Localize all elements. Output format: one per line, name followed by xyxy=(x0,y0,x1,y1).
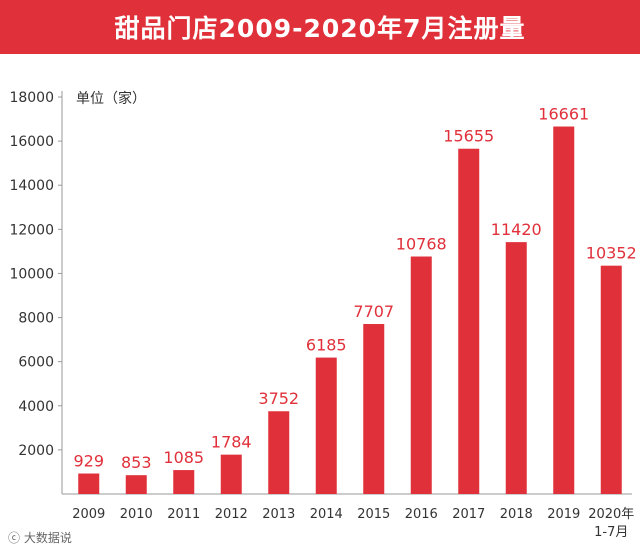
bar-value-label: 3752 xyxy=(258,389,299,408)
bar xyxy=(505,242,527,494)
bar xyxy=(173,470,195,494)
bar xyxy=(220,454,242,494)
bar xyxy=(125,475,147,494)
y-tick-label: 14000 xyxy=(9,178,54,194)
x-tick-label: 2014 xyxy=(310,507,343,522)
bar xyxy=(268,411,290,494)
bar-value-label: 6185 xyxy=(306,336,347,355)
y-tick-label: 12000 xyxy=(9,222,54,238)
x-tick-label: 2013 xyxy=(262,507,295,522)
y-tick-label: 8000 xyxy=(18,311,54,327)
bar xyxy=(458,148,480,494)
source-watermark: ⓒ 大数据说 xyxy=(8,531,72,545)
bar xyxy=(600,265,622,494)
bar-value-label: 929 xyxy=(73,452,104,471)
bar xyxy=(78,473,100,494)
bar-value-label: 10768 xyxy=(396,235,447,254)
x-tick-label: 2018 xyxy=(500,507,533,522)
bar-value-label: 1784 xyxy=(211,433,252,452)
bar xyxy=(363,324,385,494)
y-axis-label: 单位（家） xyxy=(76,90,146,107)
x-tick-label: 2011 xyxy=(167,507,200,522)
bar-value-label: 11420 xyxy=(491,220,542,239)
chart-title: 甜品门店2009-2020年7月注册量 xyxy=(114,14,526,43)
x-tick-label: 2019 xyxy=(547,507,580,522)
bar xyxy=(410,256,432,494)
x-tick-label: 2020年 1-7月 xyxy=(588,507,634,540)
y-tick-label: 2000 xyxy=(18,443,54,459)
x-tick-label: 2012 xyxy=(215,507,248,522)
bar xyxy=(315,357,337,494)
x-tick-label: 2009 xyxy=(72,507,105,522)
bar-value-label: 10352 xyxy=(586,244,637,263)
x-tick-label: 2010 xyxy=(120,507,153,522)
bar xyxy=(553,126,575,495)
y-tick-label: 10000 xyxy=(9,266,54,282)
bar-value-label: 7707 xyxy=(353,302,394,321)
bar-value-label: 16661 xyxy=(538,105,589,124)
y-tick-label: 18000 xyxy=(9,90,54,106)
bar-value-label: 1085 xyxy=(163,448,204,467)
x-tick-label: 2015 xyxy=(357,507,390,522)
x-tick-label: 2017 xyxy=(452,507,485,522)
y-tick-label: 4000 xyxy=(18,399,54,415)
bar-value-label: 853 xyxy=(121,453,152,472)
title-bar: 甜品门店2009-2020年7月注册量 xyxy=(0,0,640,54)
x-tick-label: 2016 xyxy=(405,507,438,522)
y-tick-label: 6000 xyxy=(18,355,54,371)
y-tick-label: 16000 xyxy=(9,134,54,150)
bar-value-label: 15655 xyxy=(443,127,494,146)
